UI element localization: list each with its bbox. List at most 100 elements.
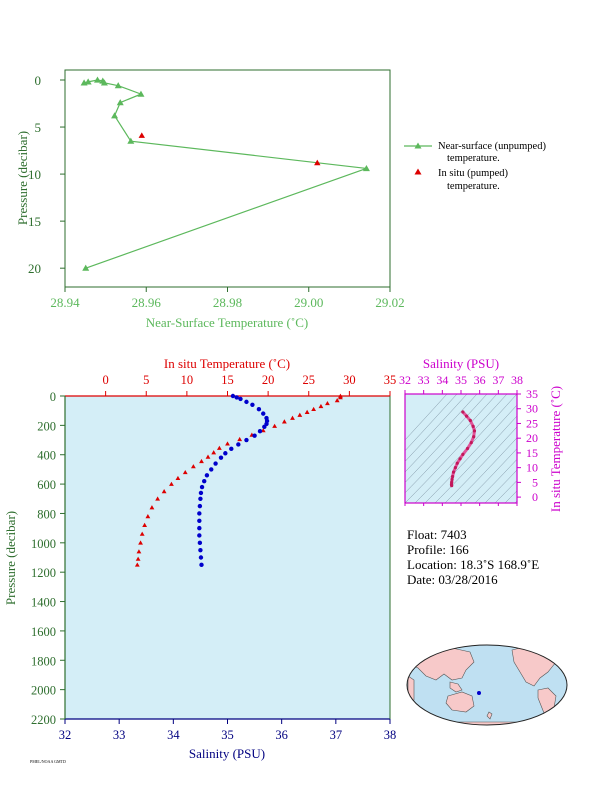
temperature-point xyxy=(139,531,145,536)
salinity-point xyxy=(198,555,204,560)
salinity-point xyxy=(262,424,267,430)
ts-y-tick-label: 0 xyxy=(532,490,538,504)
ts-series-group xyxy=(449,410,477,488)
density-contour xyxy=(484,469,517,503)
profile-y-tick-label: 1200 xyxy=(31,566,56,580)
salinity-point xyxy=(223,451,228,456)
ts-point xyxy=(451,470,456,474)
ts-y-tick-label: 10 xyxy=(526,461,538,475)
profile-y-tick-label: 200 xyxy=(37,419,56,433)
profile-y-tick-label: 2000 xyxy=(31,684,56,698)
salinity-tick-label: 32 xyxy=(59,728,72,742)
legend-label-pumped-1: In situ (pumped) xyxy=(438,168,508,179)
top-plot-frame xyxy=(64,69,391,288)
salinity-point xyxy=(197,511,202,516)
pumped-temperature-point xyxy=(314,159,321,166)
ts-y-tick-label: 25 xyxy=(526,416,538,430)
temperature-tick-label: 0 xyxy=(103,373,109,387)
legend-marker-unpumped xyxy=(414,142,422,149)
profile-y-tick-label: 1600 xyxy=(31,625,56,639)
top-x-tick-label: 29.00 xyxy=(294,295,323,310)
top-y-axis: 0 5 10 15 20 xyxy=(28,73,65,276)
temperature-point xyxy=(138,540,143,545)
temperature-point xyxy=(161,489,167,494)
salinity-point xyxy=(197,533,202,538)
ts-point xyxy=(461,452,465,456)
top-y-tick-label: 5 xyxy=(35,120,42,135)
salinity-point xyxy=(236,442,241,447)
ts-point xyxy=(472,435,476,439)
world-map xyxy=(406,644,568,726)
unpumped-temperature-point xyxy=(94,76,101,83)
ts-y-tick-label: 20 xyxy=(526,431,538,445)
top-x-tick-label: 28.96 xyxy=(132,295,162,310)
profile-temperature-axis: 0 5 10 15 20 25 30 35 xyxy=(103,373,396,396)
salinity-tick-label: 33 xyxy=(113,728,126,742)
ts-y-tick-label: 30 xyxy=(526,402,538,416)
salinity-tick-label: 37 xyxy=(330,728,343,742)
ts-x-tick-label: 32 xyxy=(399,373,411,387)
unpumped-temperature-point xyxy=(127,137,135,144)
temperature-point xyxy=(134,562,140,567)
density-contour xyxy=(464,448,517,503)
profile-y-tick-label: 1800 xyxy=(31,654,56,668)
top-y-tick-label: 15 xyxy=(28,214,41,229)
land-antarctica xyxy=(414,721,561,725)
temperature-tick-label: 5 xyxy=(143,373,149,387)
map-float-marker xyxy=(477,691,481,695)
unpumped-temperature-point xyxy=(82,264,90,271)
temperature-point xyxy=(325,400,330,406)
top-legend: Near-surface (unpumped) temperature. In … xyxy=(404,141,546,192)
float-info: Float: 7403 Profile: 166 Location: 18.3˚… xyxy=(407,527,539,587)
profile-y-axis: 0 200 400 600 800 1000 1200 1400 1600 1800 2000 220… xyxy=(31,390,65,727)
temperature-point xyxy=(149,505,155,510)
profile-y-tick-label: 800 xyxy=(37,507,56,521)
land-australia xyxy=(445,691,475,713)
pumped-temperature-point xyxy=(138,132,145,138)
profile-plot-background xyxy=(65,396,390,719)
float-id: Float: 7403 xyxy=(407,527,467,542)
profile-date: Date: 03/28/2016 xyxy=(407,572,498,587)
unpumped-temperature-point xyxy=(114,82,122,89)
footer-credit: PMEL/NOAA GMTD xyxy=(30,759,66,764)
profile-number: Profile: 166 xyxy=(407,542,469,557)
top-x-axis-label: Near-Surface Temperature (˚C) xyxy=(146,315,308,330)
temperature-point xyxy=(216,445,222,450)
ts-x-tick-label: 34 xyxy=(436,373,448,387)
temperature-point xyxy=(297,412,303,417)
ts-point xyxy=(465,446,470,451)
ts-plot-background xyxy=(405,394,517,503)
density-contour xyxy=(434,415,517,503)
temperature-tick-label: 15 xyxy=(221,373,234,387)
density-contour xyxy=(494,480,517,503)
salinity-point xyxy=(218,455,224,460)
salinity-point xyxy=(197,540,203,546)
salinity-point xyxy=(234,395,239,400)
temperature-point xyxy=(304,409,310,414)
salinity-point xyxy=(202,478,207,484)
salinity-point xyxy=(252,433,257,438)
ts-x-axis-label: Salinity (PSU) xyxy=(423,356,499,371)
salinity-point xyxy=(250,402,255,408)
salinity-point xyxy=(230,393,236,399)
ts-point xyxy=(455,461,459,465)
ts-point xyxy=(471,424,475,429)
temperature-point xyxy=(136,549,142,554)
top-x-tick-label: 29.02 xyxy=(375,295,404,310)
salinity-point xyxy=(199,562,204,568)
salinity-point xyxy=(204,473,210,478)
temperature-point xyxy=(334,398,340,403)
salinity-tick-label: 34 xyxy=(167,728,180,742)
top-x-axis: 28.94 28.96 28.98 29.00 29.02 xyxy=(50,287,405,310)
top-series-group xyxy=(80,76,370,271)
ts-x-tick-label: 36 xyxy=(474,373,486,387)
temperature-point xyxy=(142,522,148,527)
temperature-point xyxy=(211,450,217,455)
salinity-point xyxy=(198,496,203,501)
temperature-tick-label: 10 xyxy=(181,373,194,387)
ts-y-axis-label: In situ Temperature (˚C) xyxy=(548,386,563,512)
salinity-point xyxy=(244,399,249,405)
temperature-point xyxy=(182,469,188,475)
top-x-tick-label: 28.98 xyxy=(213,295,242,310)
